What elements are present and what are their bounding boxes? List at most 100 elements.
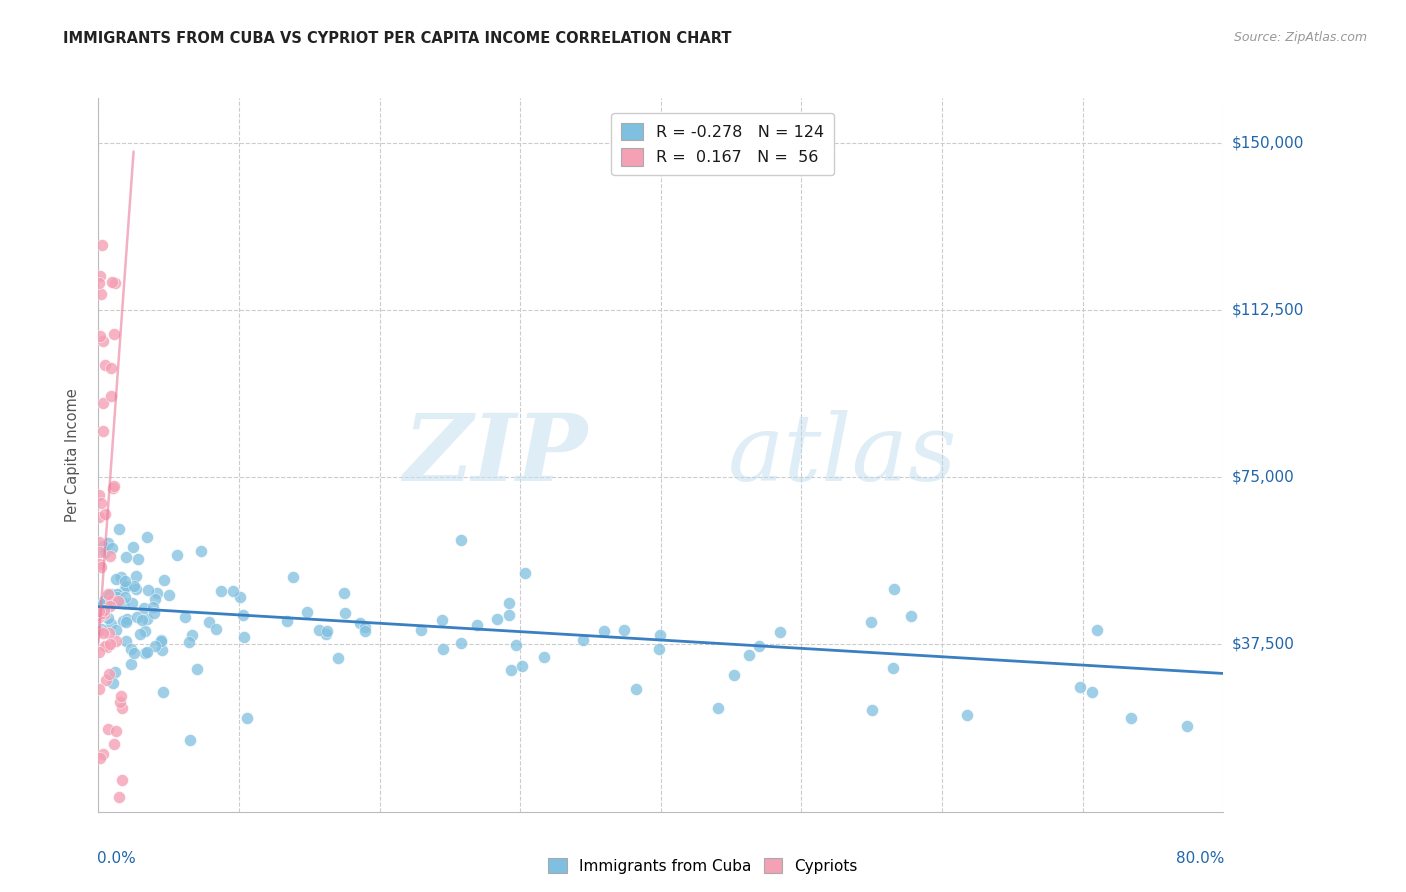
Point [114, 550, 136, 565]
Point [90, 238, 112, 252]
Point [149, 632, 172, 647]
Point [135, 612, 157, 626]
Point [1175, 719, 1198, 733]
Text: atlas: atlas [728, 410, 957, 500]
Point [89, 607, 111, 622]
Point [860, 615, 883, 630]
Point [883, 582, 905, 596]
Point [121, 540, 143, 554]
Point [93, 607, 115, 621]
Point [197, 615, 219, 629]
Point [432, 642, 454, 657]
Point [93, 594, 115, 608]
Point [190, 544, 212, 558]
Point [93, 358, 115, 372]
Point [101, 675, 124, 690]
Point [89, 682, 111, 697]
Point [613, 623, 636, 637]
Point [593, 624, 616, 638]
Point [499, 664, 522, 678]
Point [276, 614, 298, 628]
Point [93, 425, 115, 439]
Point [89, 276, 111, 290]
Point [108, 696, 131, 710]
Point [91, 396, 114, 410]
Text: $150,000: $150,000 [1232, 136, 1303, 150]
Point [186, 662, 208, 676]
Point [131, 613, 153, 627]
Point [91, 597, 114, 611]
Point [166, 548, 188, 562]
Point [127, 609, 149, 624]
Point [107, 588, 129, 602]
Point [98, 549, 121, 564]
Point [105, 591, 128, 605]
Point [93, 747, 115, 761]
Point [112, 596, 135, 610]
Text: Source: ZipAtlas.com: Source: ZipAtlas.com [1233, 31, 1367, 45]
Point [105, 587, 128, 601]
Point [120, 642, 142, 657]
Point [105, 634, 128, 648]
Point [132, 601, 155, 615]
Text: IMMIGRANTS FROM CUBA VS CYPRIOT PER CAPITA INCOME CORRELATION CHART: IMMIGRANTS FROM CUBA VS CYPRIOT PER CAPI… [63, 31, 731, 46]
Point [96, 640, 118, 655]
Point [860, 702, 883, 716]
Point [90, 560, 112, 574]
Point [100, 360, 122, 375]
Point [135, 644, 157, 658]
Point [103, 737, 125, 751]
Point [114, 590, 136, 604]
Point [956, 708, 979, 723]
Point [111, 615, 134, 629]
Point [89, 557, 111, 571]
Point [89, 645, 111, 659]
Point [136, 583, 159, 598]
Point [100, 587, 122, 601]
Point [104, 276, 127, 290]
Point [153, 574, 176, 588]
Point [281, 570, 304, 584]
Point [89, 545, 111, 559]
Point [179, 634, 201, 648]
Point [143, 639, 166, 653]
Point [498, 608, 520, 623]
Point [179, 733, 201, 747]
Point [89, 535, 111, 549]
Point [723, 668, 745, 682]
Point [107, 594, 129, 608]
Point [89, 751, 111, 765]
Point [1085, 623, 1108, 637]
Point [142, 606, 165, 620]
Point [1080, 685, 1102, 699]
Point [134, 624, 156, 638]
Point [738, 648, 761, 662]
Point [91, 626, 114, 640]
Point [450, 635, 472, 649]
Text: ZIP: ZIP [404, 410, 588, 500]
Point [232, 608, 254, 623]
Point [101, 275, 124, 289]
Point [89, 329, 111, 343]
Point [120, 657, 142, 671]
Point [105, 572, 128, 586]
Point [333, 586, 356, 600]
Text: $37,500: $37,500 [1232, 637, 1295, 652]
Point [97, 667, 120, 681]
Point [125, 569, 148, 583]
Point [90, 622, 112, 636]
Point [572, 633, 595, 648]
Point [90, 496, 112, 510]
Point [150, 633, 173, 648]
Point [97, 723, 120, 737]
Point [89, 609, 111, 624]
Point [222, 584, 245, 599]
Point [204, 622, 226, 636]
Point [485, 612, 508, 626]
Point [114, 581, 136, 595]
Point [98, 588, 121, 602]
Point [111, 772, 134, 787]
Point [411, 623, 433, 637]
Point [108, 595, 131, 609]
Point [353, 620, 375, 634]
